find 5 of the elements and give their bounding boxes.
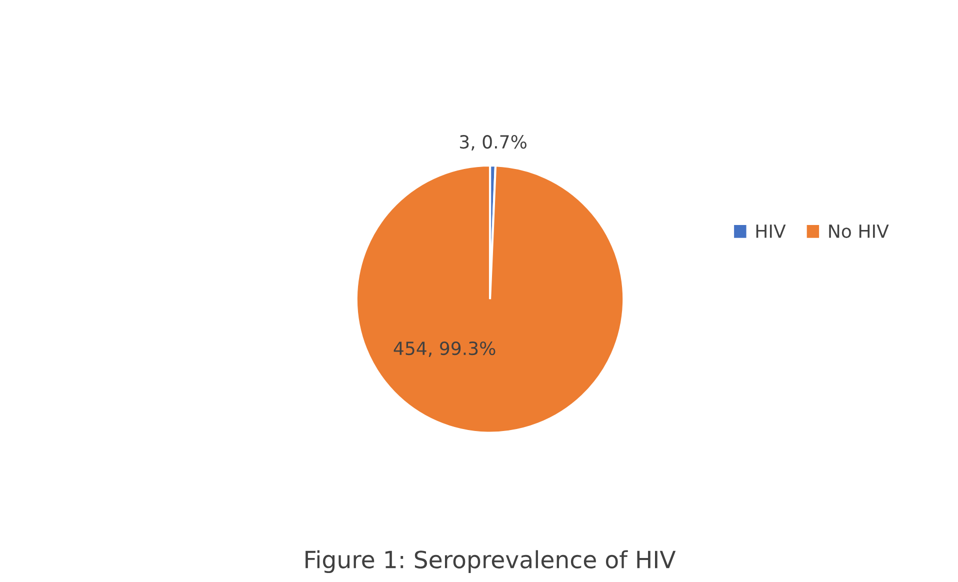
caption: Figure 1: Seroprevalence of HIV [306, 550, 676, 574]
legend-label: HIV [756, 224, 786, 238]
data-label: 454, 99.3% [394, 342, 496, 358]
legend-label: No HIV [829, 224, 889, 238]
data-label: 3, 0.7% [460, 135, 526, 151]
